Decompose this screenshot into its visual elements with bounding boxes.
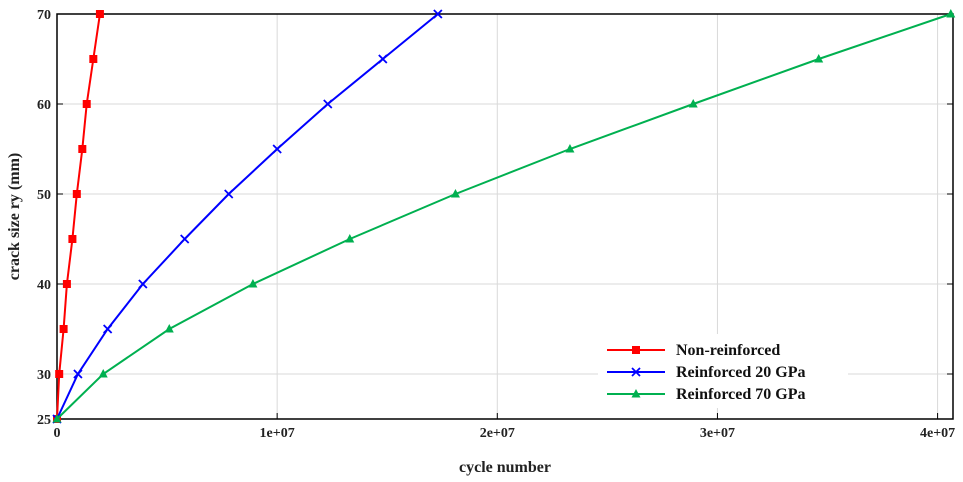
data-point: [95, 10, 104, 18]
y-tick-label: 30: [37, 368, 51, 383]
series-line: [56, 13, 101, 420]
legend-label: Reinforced 20 GPa: [676, 364, 805, 381]
series-line: [56, 13, 952, 420]
y-tick-label: 40: [37, 278, 51, 293]
x-tick-label: 3e+07: [700, 426, 735, 441]
legend-marker: [632, 346, 640, 354]
data-point: [59, 325, 68, 333]
data-point: [102, 324, 113, 334]
data-point: [323, 99, 333, 109]
data-point: [180, 234, 190, 244]
legend-item: Reinforced 70 GPa: [607, 386, 805, 403]
legend-item: Non-reinforced: [607, 342, 780, 359]
y-tick-label: 25: [37, 413, 51, 428]
legend-marker: [631, 389, 641, 398]
series-line: [56, 13, 439, 420]
data-point: [450, 189, 460, 198]
data-point: [688, 99, 698, 108]
data-point: [224, 189, 234, 199]
y-axis-title: crack size ry (mm): [6, 153, 23, 281]
data-point: [62, 280, 71, 288]
series-group: [52, 9, 956, 424]
series-1: [52, 9, 443, 424]
data-point: [55, 370, 64, 378]
legend-marker: [631, 367, 641, 377]
data-point: [345, 234, 355, 243]
data-point: [78, 145, 87, 153]
data-point: [814, 54, 824, 63]
legend-label: Reinforced 70 GPa: [676, 386, 805, 403]
data-point: [72, 190, 81, 198]
x-tick-label: 4e+07: [920, 426, 955, 441]
y-tick-label: 70: [37, 8, 51, 23]
x-axis-title: cycle number: [459, 459, 551, 476]
legend-item: Reinforced 20 GPa: [607, 364, 805, 381]
data-point: [68, 235, 77, 243]
data-point: [164, 324, 174, 333]
x-tick-label: 0: [54, 426, 61, 441]
x-tick-label: 2e+07: [480, 426, 515, 441]
data-point: [272, 144, 282, 154]
plot-frame: [56, 13, 954, 420]
data-point: [89, 55, 98, 63]
y-tick-label: 60: [37, 98, 51, 113]
data-point: [565, 144, 575, 153]
data-point: [98, 369, 108, 378]
x-tick-label: 1e+07: [260, 426, 295, 441]
legend-label: Non-reinforced: [676, 342, 780, 359]
data-point: [52, 414, 62, 423]
legend: Non-reinforced Reinforced 20 GPa Reinforce…: [598, 334, 848, 408]
data-point: [248, 279, 258, 288]
data-point: [73, 369, 83, 379]
data-point: [946, 9, 956, 18]
data-point: [433, 9, 443, 19]
data-point: [138, 279, 148, 289]
data-point: [82, 100, 91, 108]
y-tick-label: 50: [37, 188, 51, 203]
series-2: [52, 9, 956, 423]
axis-ticks: 0 1e+07 2e+07 3e+07 4e+07 25 30 40 50 60 70: [37, 8, 955, 441]
data-point: [378, 54, 388, 64]
